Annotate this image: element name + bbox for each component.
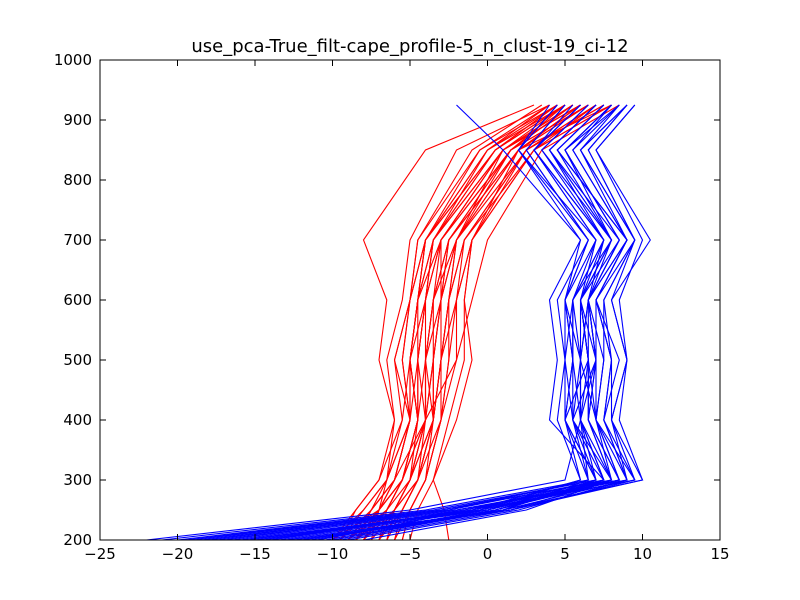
- x-tick-label: 10: [633, 545, 652, 563]
- y-tick-label: 900: [63, 111, 92, 129]
- x-tick-label: −20: [162, 545, 194, 563]
- y-tick-label: 500: [63, 351, 92, 369]
- series-line-red-17: [339, 104, 558, 540]
- x-tick-label: −5: [399, 545, 421, 563]
- x-tick-label: 5: [560, 545, 570, 563]
- series-line-red-33: [393, 104, 612, 540]
- y-tick-label: 1000: [54, 51, 92, 69]
- x-tick-label: −15: [239, 545, 271, 563]
- series-line-blue-65: [332, 104, 636, 540]
- y-tick-label: 300: [63, 471, 92, 489]
- series-line-red-34: [363, 104, 558, 540]
- series-line-red-32: [339, 104, 574, 540]
- y-tick-label: 700: [63, 231, 92, 249]
- series-line-red-23: [370, 104, 550, 540]
- series-line-blue-62: [340, 104, 636, 540]
- series-line-red-35: [370, 104, 589, 540]
- series-line-blue-64: [301, 104, 605, 540]
- x-tick-label: −10: [317, 545, 349, 563]
- x-tick-label: 0: [483, 545, 493, 563]
- x-axis: −25 −20 −15 −10 −5 0 5 10 15: [84, 60, 730, 563]
- y-tick-label: 800: [63, 171, 92, 189]
- x-tick-label: −25: [84, 545, 116, 563]
- series-line-red-4: [332, 104, 535, 540]
- x-tick-label: 15: [710, 545, 729, 563]
- series-line-blue-67: [270, 104, 621, 540]
- chart-title: use_pca-True_filt-cape_profile-5_n_clust…: [191, 36, 628, 57]
- series-line-blue-53: [216, 104, 621, 540]
- y-tick-label: 400: [63, 411, 92, 429]
- y-axis: 200 300 400 500 600 700 800 900 1000: [54, 51, 720, 549]
- series-line-blue-61: [161, 104, 589, 540]
- series-line-red-30: [355, 104, 589, 540]
- y-tick-label: 200: [63, 531, 92, 549]
- series-line-blue-66: [200, 104, 613, 540]
- series-layer: [146, 104, 651, 540]
- series-line-red-29: [401, 104, 605, 540]
- y-tick-label: 600: [63, 291, 92, 309]
- series-line-blue-60: [285, 104, 597, 540]
